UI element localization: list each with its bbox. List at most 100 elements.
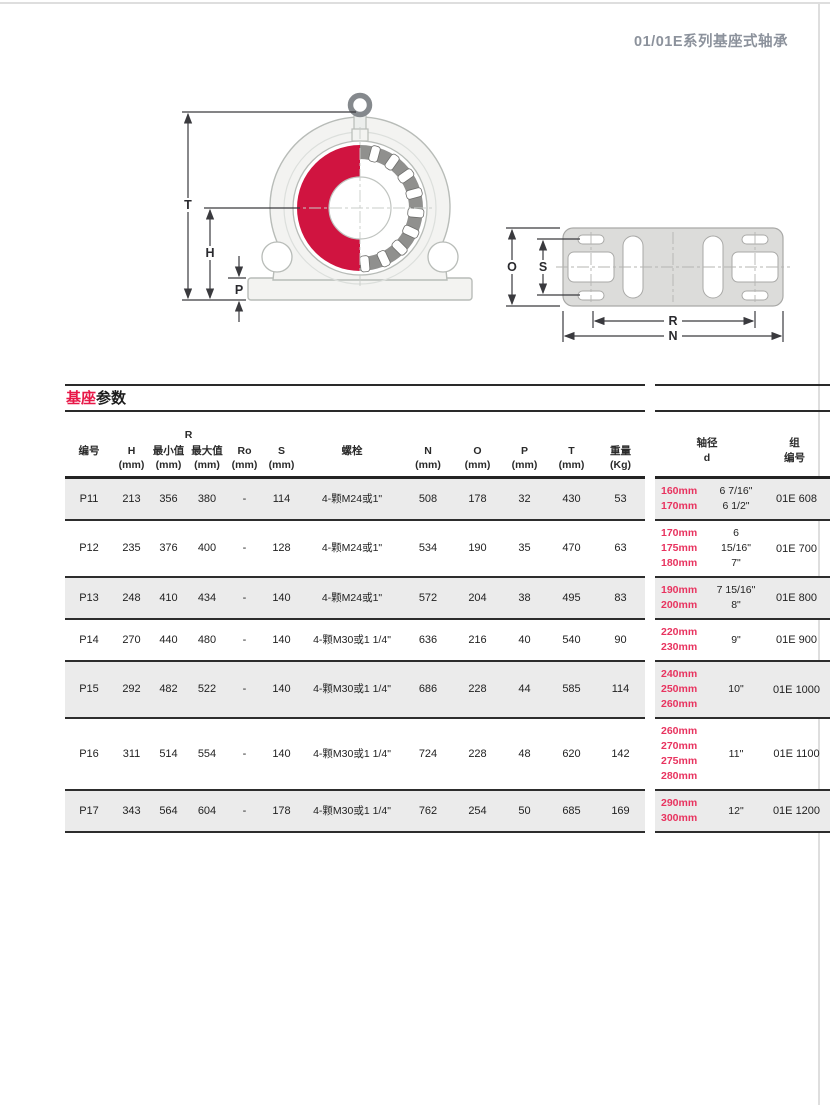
cell-h: 311	[122, 747, 141, 760]
cell-bolt: 4-颗M30或1 1/4"	[313, 683, 391, 695]
dim-label-p: P	[235, 283, 243, 297]
shaft-diameter-mm: 290mm 300mm	[661, 797, 698, 824]
col-header-shaft: 轴径	[696, 436, 718, 449]
col-header-bolt: 螺栓	[341, 445, 363, 457]
col-header-p: P	[520, 444, 528, 457]
cell-bolt: 4-颗M30或1 1/4"	[313, 633, 391, 646]
cell-h: 248	[122, 591, 141, 604]
table-row: P14 270 440 480 - 140 4-颗M30或1 1/4" 636 216 40 540…	[65, 620, 830, 662]
cell-ro: -	[242, 747, 247, 760]
cell-r_max: 522	[197, 683, 217, 695]
section-top-rule	[65, 384, 830, 386]
col-header-group: 组	[789, 436, 800, 449]
shaft-diameter-mm: 260mm 270mm 275mm 280mm	[661, 725, 698, 782]
table-row: P12 235 376 400 - 128 4-颗M24或1" 534 190 35 470 63 17…	[65, 521, 830, 578]
cell-n: 508	[418, 492, 438, 505]
cell-p: 32	[518, 492, 531, 505]
cell-t: 430	[562, 492, 581, 505]
row-shaft-group-cell: 240mm 250mm 260mm 10" 01E 1000	[655, 662, 830, 719]
cell-r_max: 400	[197, 542, 217, 554]
shaft-diameter-mm: 170mm 175mm 180mm	[661, 527, 698, 569]
section-title-accent: 基座	[66, 390, 97, 407]
cell-p: 48	[518, 747, 531, 760]
section-bottom-rule	[65, 410, 830, 412]
row-main-cells: P11 213 356 380 - 114 4-颗M24或1" 508 178 32 430 53	[65, 479, 645, 521]
cell-weight: 63	[614, 542, 627, 554]
cell-t: 470	[562, 542, 581, 554]
cell-r_min: 482	[159, 683, 178, 695]
cell-id: P11	[79, 492, 99, 505]
shaft-diameter-inch: 6 15/16" 7"	[720, 527, 751, 569]
col-header-t: T	[568, 444, 575, 457]
col-header-weight: 重量	[610, 445, 631, 457]
cell-p: 40	[518, 633, 531, 646]
cell-t: 585	[562, 683, 581, 695]
unit-mm: (mm)	[464, 459, 491, 471]
unit-mm: (mm)	[511, 459, 538, 471]
cell-weight: 83	[614, 591, 627, 604]
cell-n: 534	[418, 542, 438, 554]
cell-h: 213	[122, 492, 141, 505]
cell-weight: 169	[611, 804, 630, 817]
group-number: 01E 608	[776, 493, 817, 505]
cell-ro: -	[242, 492, 247, 505]
group-number: 01E 1000	[772, 683, 821, 696]
dim-label-r: R	[668, 314, 677, 328]
group-number: 01E 800	[776, 592, 817, 604]
table-header-main: R 编号 H 最小值 最大值 Ro S 螺栓 N O P T 重量 (mm) (…	[65, 424, 645, 479]
bearing-front-view-drawing: T H P	[181, 92, 473, 322]
cell-bolt: 4-颗M30或1 1/4"	[313, 747, 391, 760]
cell-o: 228	[468, 747, 487, 760]
cell-bolt: 4-颗M24或1"	[321, 591, 383, 604]
cell-o: 178	[468, 492, 487, 505]
cell-s: 128	[272, 542, 291, 554]
cell-s: 140	[272, 591, 291, 604]
section-title: 基座参数	[66, 387, 126, 408]
base-parameters-table: R 编号 H 最小值 最大值 Ro S 螺栓 N O P T 重量 (mm) (…	[65, 424, 830, 833]
row-shaft-group-cell: 170mm 175mm 180mm 6 15/16" 7" 01E 700	[655, 521, 830, 578]
cell-r_min: 410	[159, 591, 178, 604]
col-header-shaft-d: d	[703, 451, 711, 464]
col-header-r-min: 最小值	[152, 445, 185, 457]
dim-label-t: T	[184, 198, 192, 212]
cell-ro: -	[242, 633, 247, 646]
cell-r_max: 604	[197, 804, 217, 817]
cell-ro: -	[242, 591, 247, 604]
row-main-cells: P13 248 410 434 - 140 4-颗M24或1" 572 204 38 495 83	[65, 578, 645, 620]
col-header-o: O	[473, 444, 482, 457]
cell-r_min: 440	[159, 633, 178, 646]
cell-weight: 142	[611, 747, 630, 760]
cell-r_min: 356	[159, 492, 178, 505]
page-right-border	[818, 2, 820, 1105]
cell-weight: 53	[614, 492, 627, 505]
cell-bolt: 4-颗M24或1"	[321, 492, 383, 505]
cell-ro: -	[242, 542, 247, 554]
shaft-diameter-mm: 240mm 250mm 260mm	[661, 668, 698, 710]
table-body: P11 213 356 380 - 114 4-颗M24或1" 508 178 32 430 53 16…	[65, 479, 830, 833]
cell-h: 292	[122, 683, 141, 695]
table-header-right: 轴径 d 组 编号	[655, 424, 830, 479]
cell-p: 44	[518, 683, 531, 695]
cell-h: 343	[122, 804, 141, 817]
unit-mm: (mm)	[155, 459, 182, 471]
col-header-group-sub: 编号	[784, 452, 805, 464]
cell-r_max: 434	[197, 591, 217, 604]
cell-id: P12	[79, 542, 99, 554]
cell-o: 216	[468, 633, 487, 646]
unit-kg: (Kg)	[610, 459, 631, 471]
dim-label-h: H	[205, 246, 214, 260]
unit-mm: (mm)	[558, 459, 585, 471]
col-header-r-max: 最大值	[191, 445, 223, 457]
col-header-r-group: R	[184, 429, 193, 441]
rollers	[359, 145, 425, 273]
cell-r_max: 380	[197, 492, 217, 505]
cell-p: 50	[518, 804, 531, 817]
shaft-diameter-inch: 11"	[728, 747, 744, 760]
cell-o: 204	[468, 591, 487, 604]
cell-id: P14	[79, 633, 99, 646]
cell-s: 140	[272, 633, 291, 646]
col-header-s: S	[277, 444, 285, 457]
cell-h: 235	[122, 542, 141, 554]
unit-mm: (mm)	[415, 459, 441, 471]
cell-id: P15	[79, 683, 99, 695]
